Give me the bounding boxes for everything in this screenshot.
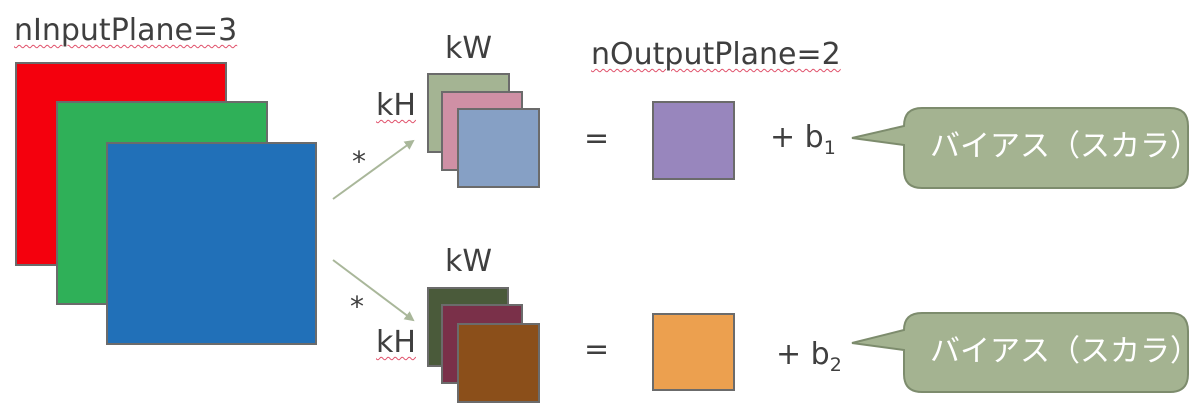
bias-term-1-subscript: 1	[823, 137, 836, 159]
filter-2-kernel-3	[457, 323, 540, 403]
filter-1-kh-label: kH	[376, 88, 416, 123]
bias-term-2: + b2	[776, 340, 842, 375]
conv-operator-1: *	[352, 145, 366, 178]
input-plane-label: nInputPlane=3	[14, 13, 238, 48]
bubble-1-text: バイアス（スカラ）	[930, 129, 1200, 164]
callout-bubble-1	[851, 107, 1189, 189]
output-plane-label: nOutputPlane=2	[591, 37, 841, 72]
bias-term-1: + b1	[770, 123, 836, 158]
equals-sign-1: =	[584, 121, 610, 156]
bias-term-2-subscript: 2	[829, 354, 842, 376]
input-plane-blue	[106, 142, 317, 345]
arrow-to-filter-1	[332, 139, 415, 200]
conv-operator-2: *	[350, 290, 364, 323]
bias-term-1-prefix: + b	[770, 120, 824, 155]
filter-1-kernel-3	[457, 108, 540, 188]
filter-1-kw-label: kW	[445, 31, 493, 66]
arrow-to-filter-2	[332, 259, 415, 322]
bubble-2-text: バイアス（スカラ）	[930, 334, 1200, 369]
output-map-1	[652, 101, 735, 180]
filter-2-kh-label: kH	[376, 325, 416, 360]
equals-sign-2: =	[584, 332, 610, 367]
callout-bubble-2	[851, 312, 1189, 393]
filter-2-kw-label: kW	[445, 244, 493, 279]
output-map-2	[652, 313, 735, 391]
bias-term-2-prefix: + b	[776, 337, 830, 372]
